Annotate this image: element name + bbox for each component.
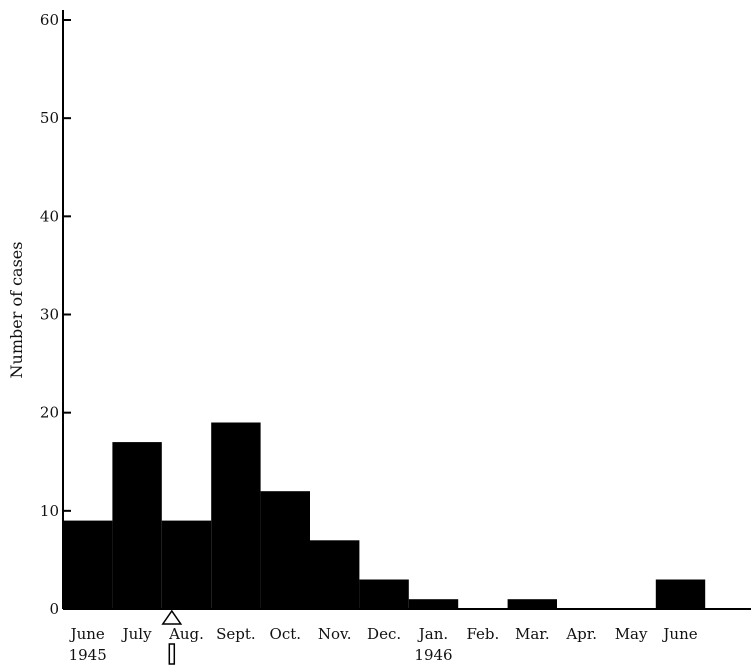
y-tick-label: 10 (40, 502, 59, 520)
y-tick-label: 50 (40, 109, 59, 127)
bar-7 (359, 579, 409, 609)
bar-1 (63, 520, 113, 609)
triangle-marker-icon (161, 609, 183, 625)
bars (63, 422, 706, 609)
x-tick-label: May (615, 625, 648, 643)
x-tick-label: Aug. (168, 625, 204, 643)
x-tick-label: Nov. (318, 625, 352, 643)
year-label: 1945 (69, 646, 107, 664)
y-ticks: 0 10 20 30 40 50 60 (40, 11, 71, 618)
y-axis-label: Number of cases (7, 242, 26, 379)
y-tick-label: 0 (49, 600, 59, 618)
bar-10 (507, 599, 557, 609)
y-tick-label: 60 (40, 11, 59, 29)
x-tick-label: June (69, 625, 105, 643)
bar-5 (260, 491, 310, 609)
x-tick-label: Jan. (417, 625, 448, 643)
x-tick-label: Oct. (270, 625, 302, 643)
y-tick-label: 40 (40, 207, 59, 225)
x-tick-label: July (121, 625, 152, 643)
year-label: 1946 (414, 646, 452, 664)
bar-8 (408, 599, 459, 609)
x-tick-label: June (661, 625, 697, 643)
x-tick-label: Dec. (367, 625, 401, 643)
event-marker (161, 609, 183, 665)
x-tick-label: Sept. (216, 625, 256, 643)
y-tick-label: 20 (40, 404, 59, 422)
x-tick-label: Feb. (466, 625, 499, 643)
bar-2 (112, 442, 162, 609)
arrow-stem-icon (168, 643, 176, 665)
bar-13 (655, 579, 706, 609)
bar-3 (161, 520, 212, 609)
y-tick-label: 30 (40, 306, 59, 324)
x-tick-labels: June July Aug. Sept. Oct. Nov. Dec. Jan. Feb. Mar… (69, 625, 698, 664)
x-tick-label: Mar. (515, 625, 550, 643)
bar-4 (211, 422, 261, 609)
x-tick-label: Apr. (565, 625, 597, 643)
bar-6 (310, 540, 360, 609)
